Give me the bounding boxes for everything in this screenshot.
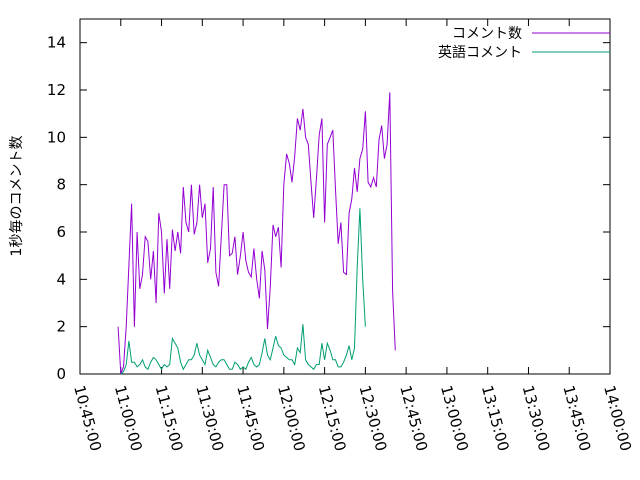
x-tick-label: 11:45:00 (233, 383, 268, 453)
legend-label-1: コメント数 (452, 26, 522, 42)
series-line-2 (120, 208, 366, 375)
x-tick-label: 14:00:00 (600, 383, 635, 453)
x-tick-label: 11:15:00 (152, 383, 187, 453)
x-tick-label: 10:45:00 (70, 383, 105, 453)
y-tick-label: 4 (56, 270, 66, 288)
y-tick-label: 12 (47, 81, 66, 99)
x-axis: 10:45:00 11:00:00 11:15:00 11:30:00 11:45:00… (70, 19, 635, 453)
x-tick-label: 12:00:00 (274, 383, 309, 453)
y-axis: 0 2 4 6 8 10 12 14 (47, 34, 610, 383)
y-tick-label: 8 (56, 176, 66, 194)
series-layer (117, 92, 396, 375)
x-tick-label: 12:45:00 (396, 383, 431, 453)
x-tick-label: 12:30:00 (356, 383, 391, 453)
x-tick-label: 13:45:00 (559, 383, 594, 453)
x-tick-label: 13:00:00 (437, 383, 472, 453)
x-tick-label: 12:15:00 (315, 383, 350, 453)
y-tick-label: 2 (56, 318, 66, 336)
x-tick-label: 11:00:00 (111, 383, 146, 453)
y-tick-label: 10 (47, 128, 66, 146)
legend-label-2: 英語コメント (438, 44, 522, 61)
plot-frame (79, 18, 611, 375)
y-tick-label: 6 (56, 223, 66, 241)
y-tick-label: 0 (56, 365, 66, 383)
x-tick-label: 13:30:00 (519, 383, 554, 453)
y-axis-label: 1秒毎のコメント数 (9, 136, 25, 257)
x-tick-label: 13:15:00 (478, 383, 513, 453)
series-line-1 (117, 92, 396, 375)
x-tick-label: 11:30:00 (192, 383, 227, 453)
y-tick-label: 14 (47, 34, 66, 52)
